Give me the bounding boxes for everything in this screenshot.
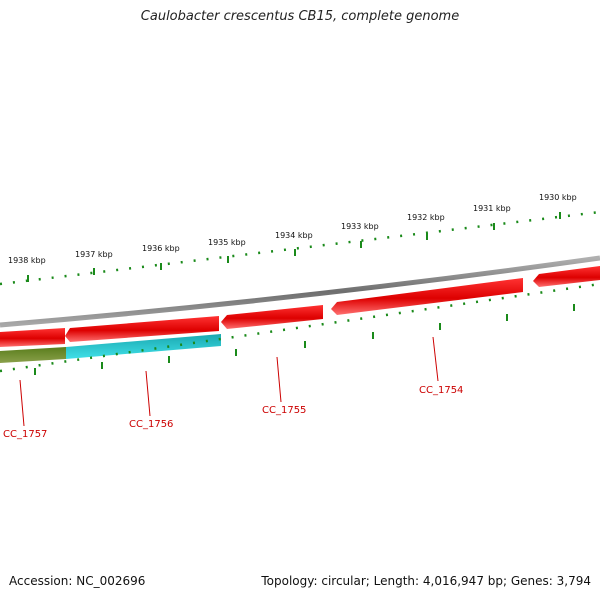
- gene-label-leaders: [19, 336, 439, 427]
- gene-label-cc-1754: CC_1754: [419, 385, 463, 396]
- gene-arrow-cc-1756: [65, 316, 219, 342]
- feature-track: [0, 334, 221, 363]
- gene-labels: CC_1757 CC_1756 CC_1755 CC_1754: [3, 385, 463, 440]
- feature-block-cyan: [66, 334, 221, 359]
- scale-label: 1934 kbp: [275, 231, 313, 240]
- gene-label-cc-1756: CC_1756: [129, 419, 173, 430]
- leader-line: [19, 379, 25, 427]
- gene-label-cc-1757: CC_1757: [3, 429, 47, 440]
- leader-line: [145, 370, 151, 417]
- backbone-track: [0, 255, 600, 328]
- genome-stats-text: Topology: circular; Length: 4,016,947 bp…: [261, 574, 591, 588]
- gene-label-cc-1755: CC_1755: [262, 405, 306, 416]
- scale-label: 1936 kbp: [142, 244, 180, 253]
- scale-label: 1938 kbp: [8, 256, 46, 265]
- gene-arrow-cc-1754: [331, 278, 523, 315]
- scale-label: 1935 kbp: [208, 238, 246, 247]
- scale-label: 1932 kbp: [407, 213, 445, 222]
- feature-block-olive: [0, 347, 66, 363]
- gene-arrow-next: [533, 266, 600, 287]
- gene-arrow-cc-1757: [0, 328, 65, 347]
- genome-title: Caulobacter crescentus CB15, complete ge…: [140, 9, 460, 24]
- scale-label: 1931 kbp: [473, 204, 511, 213]
- outer-scale-labels: 1938 kbp 1937 kbp 1936 kbp 1935 kbp 1934…: [8, 193, 577, 265]
- inner-scale-ticks: [0, 282, 600, 375]
- scale-label: 1933 kbp: [341, 222, 379, 231]
- accession-text: Accession: NC_002696: [9, 574, 146, 588]
- leader-line: [432, 336, 439, 382]
- scale-label: 1937 kbp: [75, 250, 113, 259]
- leader-line: [276, 356, 282, 403]
- scale-label: 1930 kbp: [539, 193, 577, 202]
- outer-scale-dots: [0, 210, 600, 286]
- outer-scale-ticks: [0, 210, 600, 286]
- gene-arrow-cc-1755: [221, 305, 323, 329]
- gene-track: [0, 266, 600, 347]
